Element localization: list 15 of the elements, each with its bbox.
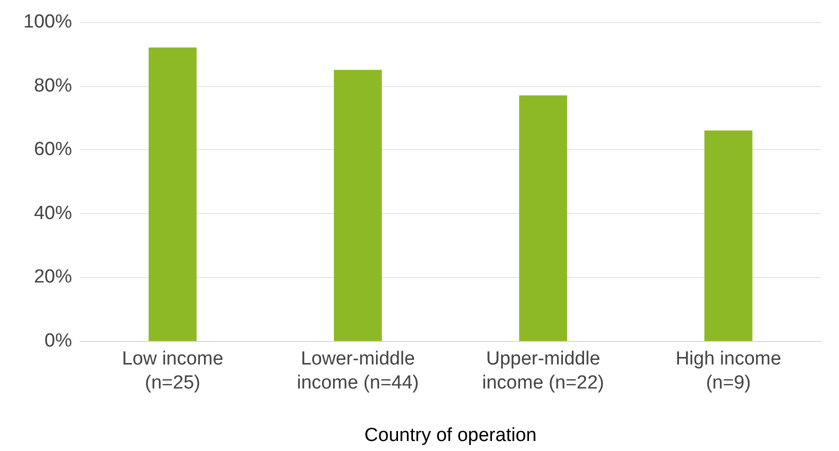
y-tick-label: 20% [34, 266, 72, 288]
y-tick-label: 80% [34, 75, 72, 96]
x-tick-label: High income (n=9) [676, 348, 782, 394]
y-tick-label: 0% [44, 330, 72, 352]
y-tick-label: 40% [34, 202, 72, 224]
bar [519, 95, 568, 341]
y-tick-label: 60% [34, 139, 72, 160]
bar [334, 70, 382, 341]
x-tick-label: Lower-middle income (n=44) [296, 348, 419, 394]
x-tick-label: Upper-middle income (n=22) [482, 348, 604, 394]
x-axis-title: Country of operation [364, 425, 537, 446]
bar [148, 48, 197, 341]
x-tick-label: Low income (n=25) [122, 348, 224, 394]
bar [704, 130, 752, 341]
y-tick-label: 100% [23, 12, 72, 32]
